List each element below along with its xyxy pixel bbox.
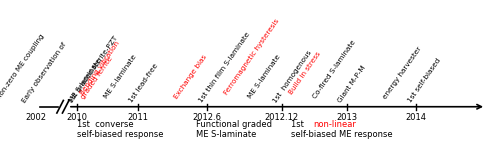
Text: self-biased ME response: self-biased ME response bbox=[290, 130, 392, 139]
Text: 1st: 1st bbox=[290, 120, 308, 129]
Text: Early observation of: Early observation of bbox=[21, 41, 67, 104]
Text: ME S-laminate: ME S-laminate bbox=[247, 54, 282, 100]
Text: 2010: 2010 bbox=[67, 113, 88, 122]
Text: 1st  converse: 1st converse bbox=[77, 120, 134, 129]
Text: 1st thin film S-laminate: 1st thin film S-laminate bbox=[197, 31, 250, 104]
Text: non-zero ME coupling: non-zero ME coupling bbox=[0, 33, 46, 100]
Text: 2012.12: 2012.12 bbox=[264, 113, 298, 122]
Text: Bending vibration: Bending vibration bbox=[79, 40, 120, 96]
Text: non-linear: non-linear bbox=[313, 120, 355, 129]
Text: 2011: 2011 bbox=[127, 113, 148, 122]
Text: 1st self-biased: 1st self-biased bbox=[406, 57, 441, 104]
Text: Co-fired S-laminate: Co-fired S-laminate bbox=[312, 39, 357, 100]
Text: 1st graded ferrite-PZT: 1st graded ferrite-PZT bbox=[68, 34, 119, 104]
Text: graded ferrite: graded ferrite bbox=[80, 55, 114, 100]
Text: ME S-laminate: ME S-laminate bbox=[103, 54, 138, 100]
Text: energy harvester: energy harvester bbox=[381, 45, 422, 100]
Text: 2013: 2013 bbox=[335, 113, 357, 122]
Text: Giant M-P-M: Giant M-P-M bbox=[336, 64, 366, 104]
Text: Functional graded: Functional graded bbox=[195, 120, 271, 129]
Text: Build in stress: Build in stress bbox=[287, 51, 321, 96]
Text: self-biased response: self-biased response bbox=[77, 130, 163, 139]
Text: 2014: 2014 bbox=[405, 113, 426, 122]
Text: 1st lead-free: 1st lead-free bbox=[128, 63, 159, 104]
Text: 1st  homogenous: 1st homogenous bbox=[271, 49, 312, 104]
Text: 2002: 2002 bbox=[25, 113, 46, 122]
Text: Exchange bias: Exchange bias bbox=[173, 53, 207, 100]
Text: ME S-laminate: ME S-laminate bbox=[68, 58, 102, 104]
Text: Ferromagnetic hysteresis: Ferromagnetic hysteresis bbox=[222, 18, 279, 96]
Text: 2012.6: 2012.6 bbox=[192, 113, 222, 122]
Text: ME S-laminate: ME S-laminate bbox=[195, 130, 256, 139]
